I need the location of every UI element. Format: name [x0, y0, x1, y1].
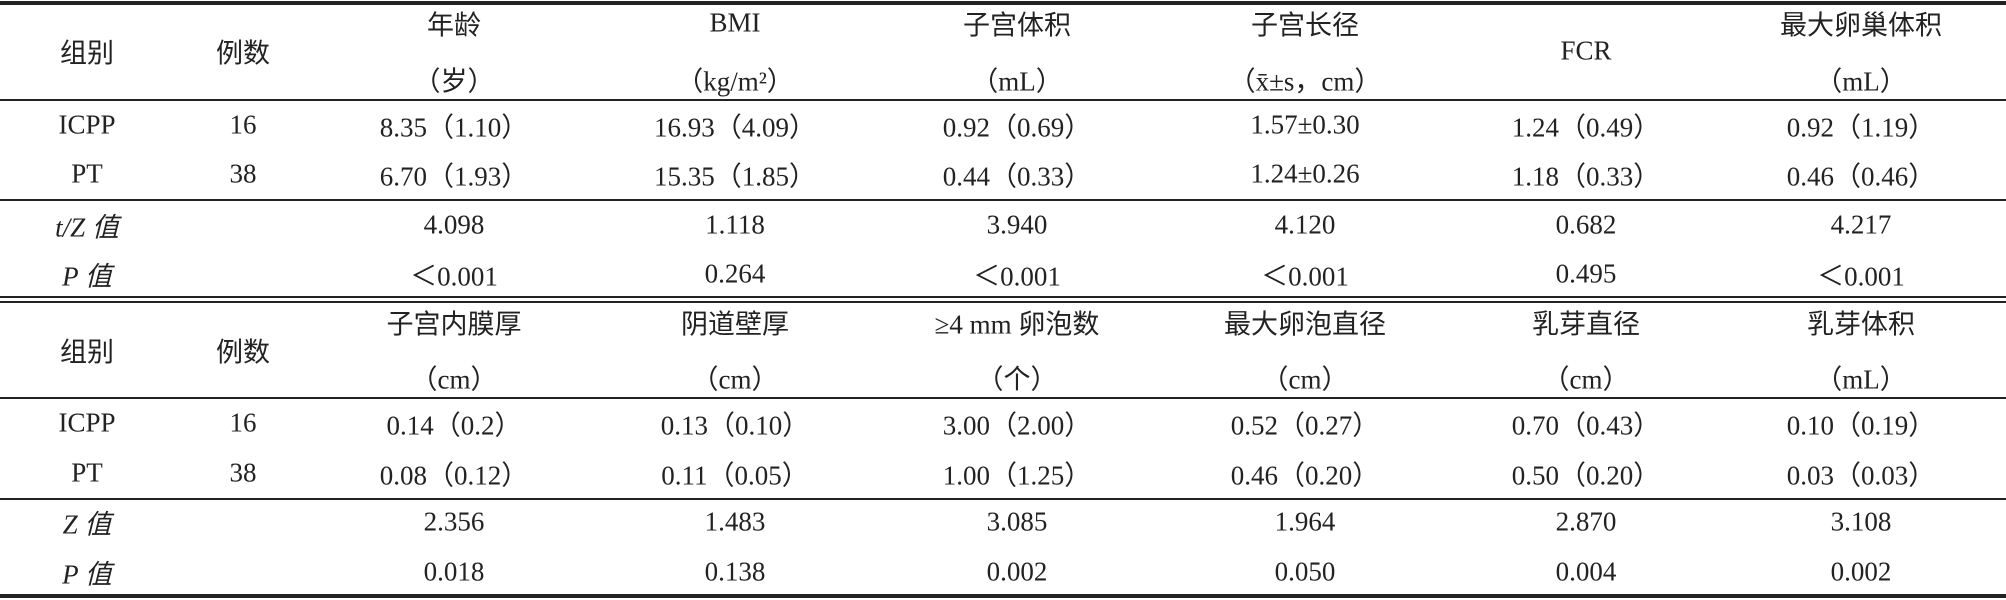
group-name: ICPP [58, 109, 116, 140]
cell: 38 [229, 457, 257, 488]
column-name: FCR [1560, 35, 1612, 66]
column-name: 阴道壁厚 [681, 309, 789, 340]
cell: ＜0.001 [1261, 261, 1349, 292]
column-unit: （岁） [413, 66, 495, 97]
cell: ＜0.001 [410, 261, 498, 292]
column-unit: （cm） [1542, 364, 1630, 395]
column-name: 子宫体积 [963, 10, 1071, 41]
cell: 0.14（0.2） [386, 410, 522, 441]
cell: 3.108 [1830, 506, 1892, 537]
cell: 4.217 [1830, 209, 1892, 240]
column-name: 组别 [60, 337, 114, 367]
column-name: ≥4 mm 卵泡数 [934, 309, 1100, 340]
top-rule [0, 1, 2006, 5]
cell: 1.18（0.33） [1511, 161, 1661, 192]
cell: 3.085 [986, 506, 1048, 537]
column-name: 例数 [216, 337, 270, 367]
group-name: ICPP [58, 407, 116, 438]
stat-label: P 值 [62, 559, 112, 590]
cell: 1.118 [705, 209, 765, 240]
cell: 2.356 [423, 506, 485, 537]
cell: 8.35（1.10） [379, 112, 529, 143]
column-unit: （mL） [971, 66, 1063, 97]
column-unit: （个） [976, 364, 1058, 395]
column-name: 乳芽体积 [1807, 309, 1915, 340]
rule [0, 99, 2006, 101]
rule [0, 296, 2006, 298]
cell: 0.018 [423, 556, 485, 587]
column-name: 乳芽直径 [1532, 309, 1640, 340]
column-unit: （x̄±s，cm） [1228, 66, 1382, 97]
column-name: 年龄 [427, 10, 481, 41]
cell: 0.002 [986, 556, 1048, 587]
cell: 0.264 [704, 258, 766, 289]
cell: 0.52（0.27） [1230, 410, 1380, 441]
stat-label: P 值 [62, 261, 112, 292]
cell: 2.870 [1555, 506, 1617, 537]
cell: ＜0.001 [973, 261, 1061, 292]
cell: 0.44（0.33） [942, 161, 1092, 192]
cell: 0.004 [1555, 556, 1617, 587]
cell: 15.35（1.85） [654, 161, 816, 192]
cell: 0.050 [1274, 556, 1336, 587]
group-name: PT [71, 158, 103, 189]
cell: 6.70（1.93） [379, 161, 529, 192]
rule [0, 199, 2006, 201]
cell: 1.24±0.26 [1250, 158, 1360, 189]
cell: 0.10（0.19） [1786, 410, 1936, 441]
cell: 3.00（2.00） [942, 410, 1092, 441]
cell: 1.24（0.49） [1511, 112, 1661, 143]
cell: ＜0.001 [1817, 261, 1905, 292]
rule [0, 397, 2006, 399]
column-name: 最大卵泡直径 [1224, 309, 1386, 340]
column-unit: （cm） [410, 364, 498, 395]
cell: 16 [229, 109, 257, 140]
cell: 0.11（0.05） [661, 460, 809, 491]
cell: 0.13（0.10） [660, 410, 810, 441]
stat-label: t/Z 值 [55, 212, 119, 243]
column-name: 子宫内膜厚 [386, 309, 522, 340]
cell: 0.495 [1555, 258, 1617, 289]
cell: 16.93（4.09） [654, 112, 816, 143]
cell: 0.002 [1830, 556, 1892, 587]
cell: 4.120 [1274, 209, 1336, 240]
cell: 1.57±0.30 [1250, 109, 1360, 140]
column-name: 最大卵巢体积 [1780, 10, 1942, 41]
cell: 0.682 [1555, 209, 1617, 240]
cell: 38 [229, 158, 257, 189]
bottom-rule [0, 594, 2006, 598]
column-name: 组别 [60, 38, 114, 69]
stat-label: Z 值 [62, 509, 112, 540]
cell: 0.138 [704, 556, 766, 587]
cell: 0.46（0.20） [1230, 460, 1380, 491]
column-name: 例数 [216, 38, 270, 69]
cell: 0.70（0.43） [1511, 410, 1661, 441]
rule [0, 301, 2006, 303]
cell: 1.964 [1274, 506, 1336, 537]
rule [0, 498, 2006, 500]
cell: 16 [229, 407, 257, 438]
cell: 0.92（1.19） [1786, 112, 1936, 143]
column-name: BMI [709, 7, 761, 38]
cell: 0.46（0.46） [1786, 161, 1936, 192]
cell: 4.098 [423, 209, 485, 240]
cell: 0.08（0.12） [379, 460, 529, 491]
cell: 0.92（0.69） [942, 112, 1092, 143]
cell: 3.940 [986, 209, 1048, 240]
column-unit: （cm） [691, 364, 779, 395]
cell: 0.50（0.20） [1511, 460, 1661, 491]
cell: 1.00（1.25） [942, 460, 1092, 491]
column-unit: （cm） [1261, 364, 1349, 395]
column-unit: （kg/m²） [676, 66, 794, 97]
column-name: 子宫长径 [1251, 10, 1359, 41]
column-unit: （mL） [1815, 364, 1907, 395]
cell: 0.03（0.03） [1786, 460, 1936, 491]
cell: 1.483 [704, 506, 766, 537]
group-name: PT [71, 457, 103, 488]
column-unit: （mL） [1815, 66, 1907, 97]
